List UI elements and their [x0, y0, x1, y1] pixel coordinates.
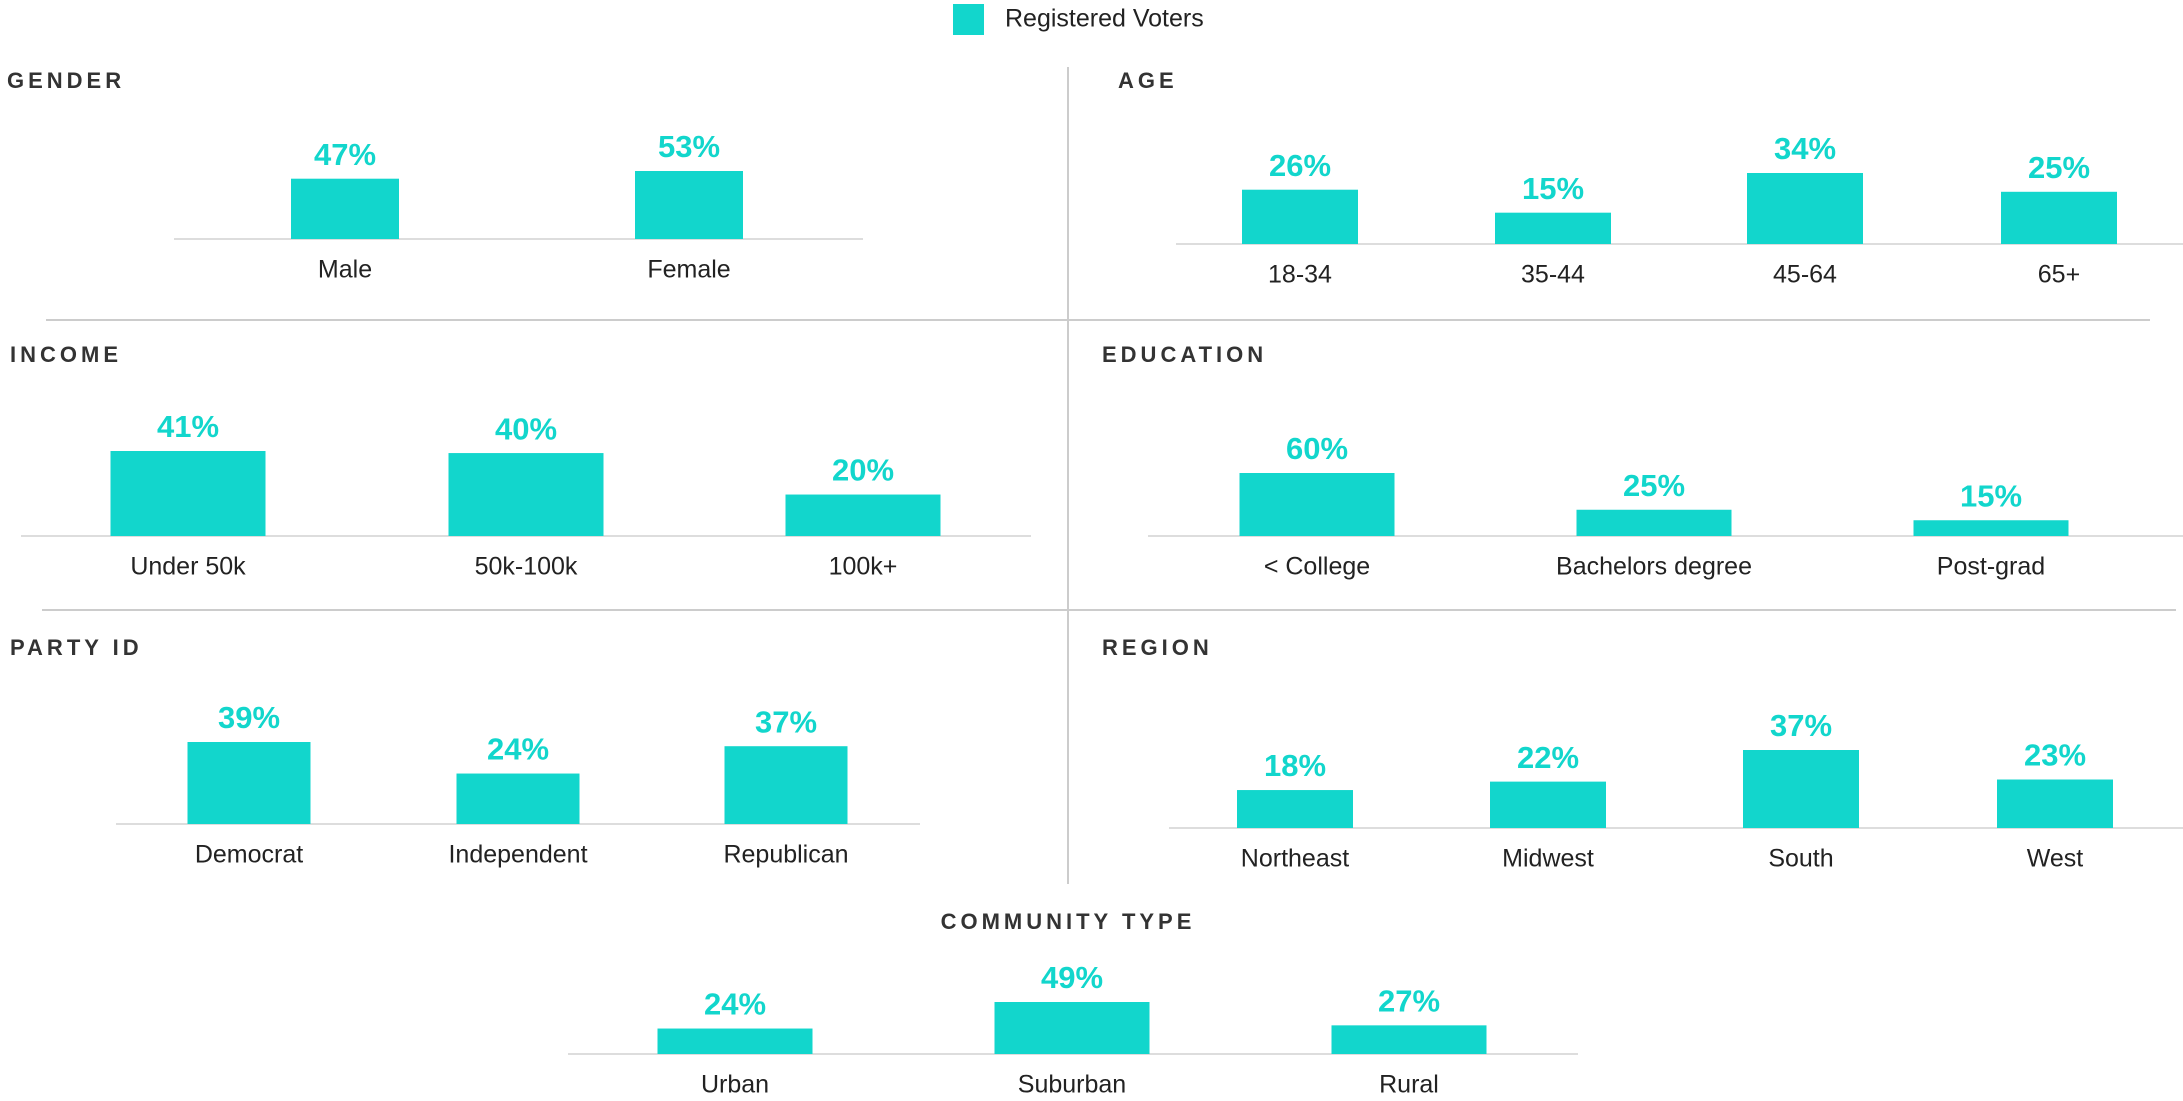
bar: [2001, 191, 2117, 244]
category-label: 18-34: [1268, 261, 1332, 289]
category-label: Independent: [448, 841, 587, 869]
category-label: 65+: [2038, 261, 2080, 289]
value-label: 41%: [157, 409, 219, 444]
category-label: 100k+: [829, 553, 898, 581]
category-label: Democrat: [195, 841, 303, 869]
bar: [1576, 509, 1732, 536]
bar: [724, 746, 848, 824]
bar: [1331, 1025, 1487, 1054]
value-label: 25%: [1623, 468, 1685, 503]
bar: [657, 1028, 813, 1054]
value-label: 25%: [2028, 150, 2090, 185]
value-label: 47%: [314, 137, 376, 172]
value-label: 23%: [2024, 738, 2086, 773]
category-label: 45-64: [1773, 261, 1837, 289]
value-label: 39%: [218, 700, 280, 735]
category-label: < College: [1264, 553, 1370, 581]
value-label: 22%: [1517, 740, 1579, 775]
value-label: 27%: [1378, 984, 1440, 1019]
value-label: 49%: [1041, 960, 1103, 995]
bar: [291, 178, 399, 239]
value-label: 20%: [832, 453, 894, 488]
chart-title: PARTY ID: [10, 635, 143, 660]
value-label: 37%: [1770, 708, 1832, 743]
bar: [1743, 750, 1859, 828]
value-label: 15%: [1960, 478, 2022, 513]
legend-swatch: [953, 4, 984, 35]
chart-title: INCOME: [10, 342, 122, 367]
chart-title: REGION: [1102, 635, 1213, 660]
bar: [1242, 189, 1358, 244]
value-label: 26%: [1269, 148, 1331, 183]
bar: [1913, 520, 2069, 536]
bar: [994, 1002, 1150, 1054]
bar: [1237, 790, 1353, 828]
category-label: West: [2027, 845, 2084, 873]
value-label: 53%: [658, 129, 720, 164]
bar: [456, 773, 580, 824]
category-label: Republican: [723, 841, 848, 869]
category-label: 50k-100k: [475, 553, 578, 581]
bar: [448, 453, 604, 536]
category-label: Midwest: [1502, 845, 1594, 873]
category-label: Rural: [1379, 1071, 1439, 1099]
bar: [1495, 212, 1611, 244]
chart-title: GENDER: [7, 68, 125, 93]
bar: [1747, 173, 1863, 244]
value-label: 24%: [704, 987, 766, 1022]
bar: [785, 494, 941, 536]
bar: [1997, 779, 2113, 828]
bar: [110, 451, 266, 536]
category-label: Suburban: [1018, 1071, 1126, 1099]
value-label: 34%: [1774, 131, 1836, 166]
bar: [1239, 473, 1395, 536]
value-label: 40%: [495, 411, 557, 446]
bar: [635, 171, 743, 239]
category-label: Urban: [701, 1071, 769, 1099]
category-label: 35-44: [1521, 261, 1585, 289]
category-label: South: [1768, 845, 1833, 873]
legend-label: Registered Voters: [1005, 5, 1204, 33]
category-label: Post-grad: [1937, 553, 2045, 581]
value-label: 18%: [1264, 748, 1326, 783]
bar: [187, 742, 311, 824]
value-label: 37%: [755, 704, 817, 739]
chart-title: AGE: [1118, 68, 1178, 93]
value-label: 24%: [487, 732, 549, 767]
category-label: Bachelors degree: [1556, 553, 1752, 581]
category-label: Male: [318, 256, 372, 284]
category-label: Under 50k: [130, 553, 246, 581]
category-label: Female: [647, 256, 730, 284]
chart-title: EDUCATION: [1102, 342, 1267, 367]
category-label: Northeast: [1241, 845, 1349, 873]
bar: [1490, 781, 1606, 828]
value-label: 15%: [1522, 171, 1584, 206]
value-label: 60%: [1286, 431, 1348, 466]
chart-title: COMMUNITY TYPE: [941, 909, 1196, 934]
